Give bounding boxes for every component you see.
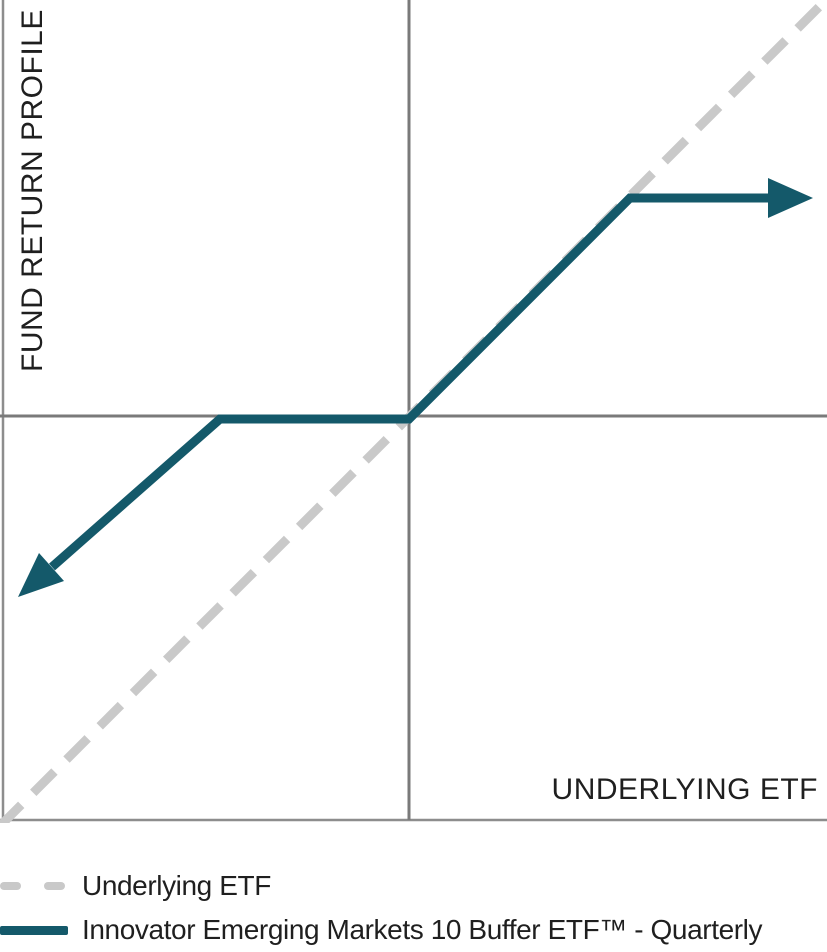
underlying-etf-dashed-swatch [0, 882, 65, 890]
fund-line-arrowhead-right-icon [768, 178, 813, 218]
fund-line-arrowhead-left-icon [18, 553, 64, 597]
y-axis-label: FUND RETURN PROFILE [16, 9, 49, 372]
chart-canvas [0, 0, 827, 823]
legend-item-fund: Innovator Emerging Markets 10 Buffer ETF… [0, 910, 763, 950]
fund-solid-swatch [0, 925, 68, 935]
payoff-chart: FUND RETURN PROFILE UNDERLYING ETF [0, 0, 827, 823]
x-axis-label: UNDERLYING ETF [551, 773, 818, 806]
legend-label-underlying-etf: Underlying ETF [82, 870, 271, 901]
legend-item-underlying-etf: Underlying ETF [0, 866, 271, 906]
legend-label-fund: Innovator Emerging Markets 10 Buffer ETF… [82, 914, 763, 945]
fund-return-line [49, 193, 770, 571]
